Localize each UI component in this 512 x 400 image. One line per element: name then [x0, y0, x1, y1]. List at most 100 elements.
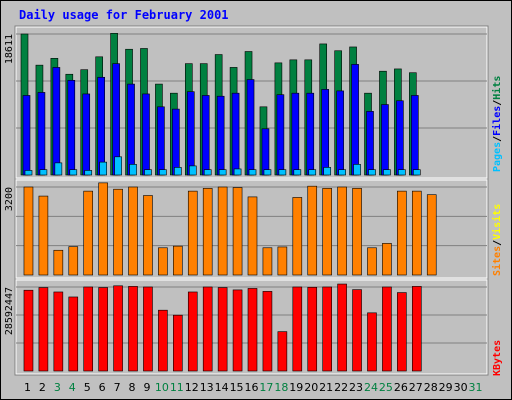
bar-kbytes-21 — [322, 286, 332, 372]
bar-kbytes-15 — [232, 289, 243, 372]
bar-files-5 — [82, 93, 91, 176]
bar-pages-5 — [84, 170, 93, 176]
bar-sites-11 — [173, 245, 183, 276]
bar-files-25 — [381, 104, 389, 176]
bar-files-16 — [246, 79, 255, 176]
bar-pages-1 — [24, 170, 33, 176]
bar-pages-4 — [69, 169, 78, 176]
bar-pages-8 — [129, 164, 137, 176]
bar-kbytes-11 — [173, 314, 183, 372]
bar-sites-19 — [292, 197, 303, 276]
bar-kbytes-18 — [277, 331, 288, 372]
bar-sites-27 — [411, 190, 422, 276]
bar-pages-13 — [203, 169, 212, 176]
bar-files-1 — [22, 95, 31, 176]
legend-entry: Sites — [491, 246, 503, 276]
bar-pages-26 — [398, 169, 406, 176]
bar-pages-23 — [353, 164, 361, 176]
day-label-27: 27 — [409, 381, 423, 394]
day-label-24: 24 — [364, 381, 378, 394]
day-label-31: 31 — [469, 381, 483, 394]
day-label-21: 21 — [319, 381, 333, 394]
legend-entry: / — [492, 240, 503, 246]
day-label-6: 6 — [99, 381, 106, 394]
legend-entry: / — [492, 100, 503, 106]
bar-sites-15 — [232, 187, 243, 276]
day-label-29: 29 — [439, 381, 453, 394]
bar-files-2 — [37, 92, 46, 176]
bar-sites-28 — [426, 194, 437, 276]
bar-sites-26 — [397, 190, 407, 276]
bar-files-24 — [366, 111, 374, 176]
bar-files-3 — [52, 67, 61, 176]
bar-kbytes-27 — [411, 286, 422, 372]
ymax-label-middle: 3200 — [4, 187, 15, 211]
bar-sites-2 — [38, 195, 49, 276]
day-label-14: 14 — [215, 381, 229, 394]
chart-title: Daily usage for February 2001 — [19, 8, 229, 22]
bar-sites-14 — [217, 186, 228, 276]
bar-sites-20 — [307, 185, 318, 276]
day-label-12: 12 — [185, 381, 199, 394]
bar-files-9 — [142, 93, 150, 176]
bar-pages-25 — [383, 169, 391, 176]
bar-pages-20 — [308, 169, 317, 176]
day-label-28: 28 — [424, 381, 438, 394]
bar-files-27 — [411, 95, 419, 176]
bar-sites-17 — [262, 247, 273, 276]
bar-kbytes-16 — [247, 288, 258, 372]
bar-kbytes-19 — [292, 286, 303, 372]
bar-sites-3 — [53, 249, 64, 276]
bar-files-22 — [336, 90, 344, 176]
bar-files-20 — [306, 92, 315, 176]
bar-kbytes-24 — [367, 312, 377, 372]
bar-sites-5 — [83, 190, 94, 276]
bar-files-12 — [186, 91, 195, 176]
legend-bottom: KBytes — [492, 340, 503, 376]
bar-sites-18 — [277, 246, 288, 276]
bar-sites-13 — [202, 188, 213, 276]
bar-kbytes-20 — [307, 286, 318, 372]
bar-files-21 — [321, 89, 330, 176]
day-label-3: 3 — [54, 381, 61, 394]
bar-kbytes-9 — [143, 286, 153, 372]
bar-files-17 — [261, 128, 270, 176]
bar-pages-12 — [188, 165, 197, 176]
bar-kbytes-14 — [217, 287, 228, 372]
bar-sites-4 — [68, 246, 79, 276]
bar-pages-22 — [338, 169, 346, 176]
legend-entry: Pages — [492, 142, 503, 172]
bar-kbytes-2 — [38, 287, 49, 372]
day-label-7: 7 — [114, 381, 121, 394]
bar-sites-21 — [322, 188, 332, 276]
legend-entry: Files — [491, 106, 503, 136]
bar-pages-7 — [114, 156, 122, 176]
bar-kbytes-17 — [262, 291, 273, 372]
bar-kbytes-10 — [158, 309, 168, 372]
day-label-23: 23 — [349, 381, 363, 394]
bar-files-13 — [201, 95, 210, 176]
bar-sites-23 — [352, 188, 362, 276]
day-label-18: 18 — [274, 381, 288, 394]
legend-entry: Hits — [491, 76, 503, 100]
bar-pages-3 — [54, 162, 63, 176]
bar-sites-10 — [158, 247, 168, 276]
bar-kbytes-26 — [397, 292, 407, 372]
legend-entry: / — [492, 136, 503, 142]
bar-kbytes-5 — [83, 286, 94, 372]
day-label-9: 9 — [143, 381, 150, 394]
bar-sites-6 — [98, 182, 108, 276]
bar-kbytes-8 — [128, 286, 138, 372]
day-label-16: 16 — [245, 381, 259, 394]
bar-pages-21 — [323, 167, 332, 176]
day-label-19: 19 — [289, 381, 303, 394]
bar-files-8 — [127, 83, 135, 176]
bar-files-10 — [157, 106, 165, 176]
bar-files-14 — [216, 95, 225, 176]
bar-files-11 — [172, 108, 180, 176]
bar-sites-12 — [187, 190, 198, 276]
day-label-30: 30 — [454, 381, 468, 394]
bar-pages-2 — [39, 169, 48, 176]
bar-kbytes-7 — [113, 285, 123, 372]
day-label-2: 2 — [39, 381, 46, 394]
